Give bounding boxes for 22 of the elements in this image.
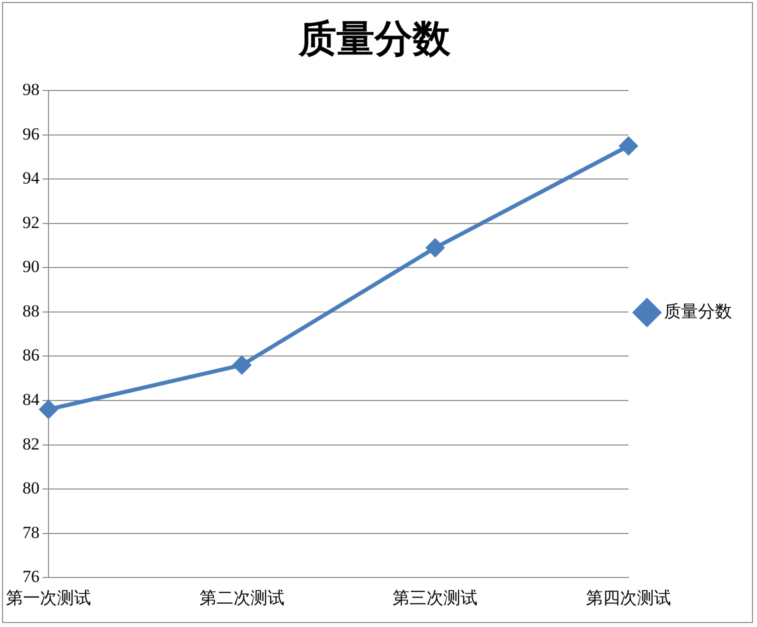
y-tick-label: 82 <box>22 434 40 454</box>
point <box>426 238 444 257</box>
x-tick-label: 第三次测试 <box>392 588 478 608</box>
y-tick-label: 90 <box>22 257 40 276</box>
point <box>620 136 638 155</box>
y-tick-label: 86 <box>22 346 40 365</box>
y-tick-label: 96 <box>22 124 40 144</box>
point <box>40 400 58 418</box>
y-tick-label: 76 <box>22 567 40 586</box>
point <box>232 356 251 374</box>
legend-label: 质量分数 <box>664 302 732 321</box>
x-tick-label: 第四次测试 <box>586 588 671 608</box>
y-tick-label: 88 <box>22 301 40 320</box>
x-tick-label: 第二次测试 <box>199 588 284 608</box>
chart-title: 质量分数 <box>298 18 452 61</box>
y-tick-label: 80 <box>22 478 40 498</box>
x-tick-label: 第一次测试 <box>6 588 91 608</box>
y-tick-label: 84 <box>22 390 40 409</box>
y-tick-label: 98 <box>22 80 40 100</box>
y-tick-label: 92 <box>22 212 40 232</box>
y-tick-label: 78 <box>22 522 40 542</box>
y-tick-label: 94 <box>22 168 40 188</box>
